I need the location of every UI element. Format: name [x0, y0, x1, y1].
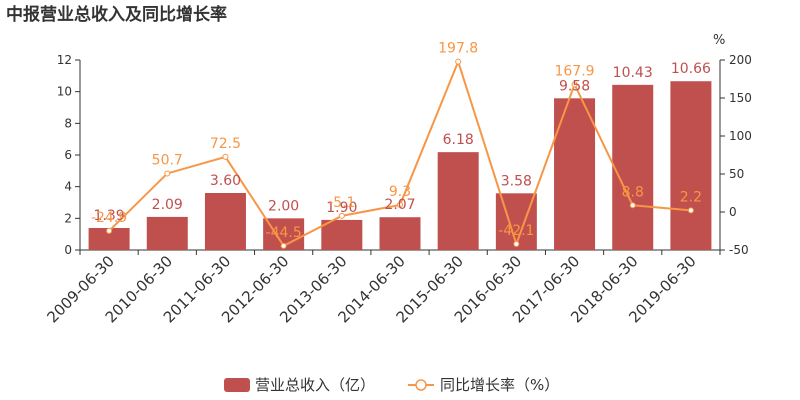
y-right-tick-label: 0: [729, 205, 737, 219]
line-value-label: -42.1: [498, 223, 534, 239]
line-point: [397, 201, 403, 208]
y-right-tick-label: 200: [729, 53, 752, 67]
bar-value-label: 3.60: [210, 173, 241, 189]
bar: [204, 193, 246, 250]
line-value-label: 8.8: [622, 184, 644, 200]
line-point: [687, 207, 694, 214]
line-value-label: -24.9: [91, 210, 127, 226]
line-value-label: -5.1: [328, 195, 355, 211]
line-point: [222, 153, 229, 160]
bar-value-label: 6.18: [443, 132, 474, 148]
bar-value-label: 2.00: [268, 198, 299, 214]
bar-value-label: 9.58: [559, 78, 590, 94]
bar-value-label: 10.66: [671, 61, 711, 77]
line-value-label: 50.7: [152, 152, 183, 168]
line-point: [455, 58, 462, 65]
y-left-tick-label: 0: [64, 243, 72, 257]
y-right-tick-label: 100: [729, 129, 752, 143]
line-value-label: 9.3: [389, 184, 411, 200]
bar-value-label: 1.90: [326, 200, 357, 216]
data-labels: 1.39 2.09 3.60 2.00 1.90 2.07 6.18 3.58 9.58 10.4…: [91, 41, 711, 241]
bar-value-label: 1.39: [94, 208, 125, 224]
legend[interactable]: 营业总收入（亿） 同比增长率（%）: [224, 376, 559, 394]
bar: [612, 84, 654, 250]
line-series: [106, 58, 694, 249]
line-value-label: -44.5: [266, 225, 302, 241]
line-value-label: 167.9: [554, 63, 594, 79]
legend-bar-swatch: [224, 378, 250, 392]
line-point: [280, 242, 287, 249]
bar-value-label: 3.58: [501, 173, 532, 189]
bar: [321, 219, 363, 250]
y-right-tick-label: 50: [729, 167, 744, 181]
legend-line-marker: [415, 379, 427, 391]
bar-value-label: 2.09: [152, 197, 183, 213]
y-left-tick-label: 10: [57, 85, 72, 99]
legend-line-label: 同比增长率（%）: [440, 376, 559, 394]
bar-series: [88, 81, 712, 250]
bar-value-label: 2.07: [384, 197, 415, 213]
y-left-tick-label: 4: [64, 180, 72, 194]
line-point: [571, 81, 578, 88]
line-point: [513, 240, 520, 247]
bar: [437, 152, 479, 250]
line-point: [164, 170, 171, 177]
bar: [146, 216, 188, 250]
bar: [379, 217, 421, 250]
line-point: [338, 212, 345, 219]
legend-bar-label: 营业总收入（亿）: [255, 376, 375, 394]
y-right-tick-label: 150: [729, 91, 752, 105]
line-point: [629, 202, 636, 209]
y-left-tick-label: 6: [64, 148, 72, 162]
bar-value-label: 10.43: [613, 65, 653, 81]
line-point: [106, 227, 113, 234]
line-value-label: 197.8: [438, 41, 478, 57]
y-left-tick-label: 8: [64, 116, 72, 130]
chart-title: 中报营业总收入及同比增长率: [6, 4, 227, 25]
bar: [88, 227, 130, 250]
line-value-label: 72.5: [210, 136, 241, 152]
right-axis-unit: %: [713, 33, 725, 48]
line-value-label: 2.2: [680, 189, 702, 205]
y-left-tick-label: 2: [64, 211, 72, 225]
y-left-tick-label: 12: [57, 53, 72, 67]
y-right-tick-label: -50: [729, 243, 749, 257]
bar: [670, 81, 712, 250]
